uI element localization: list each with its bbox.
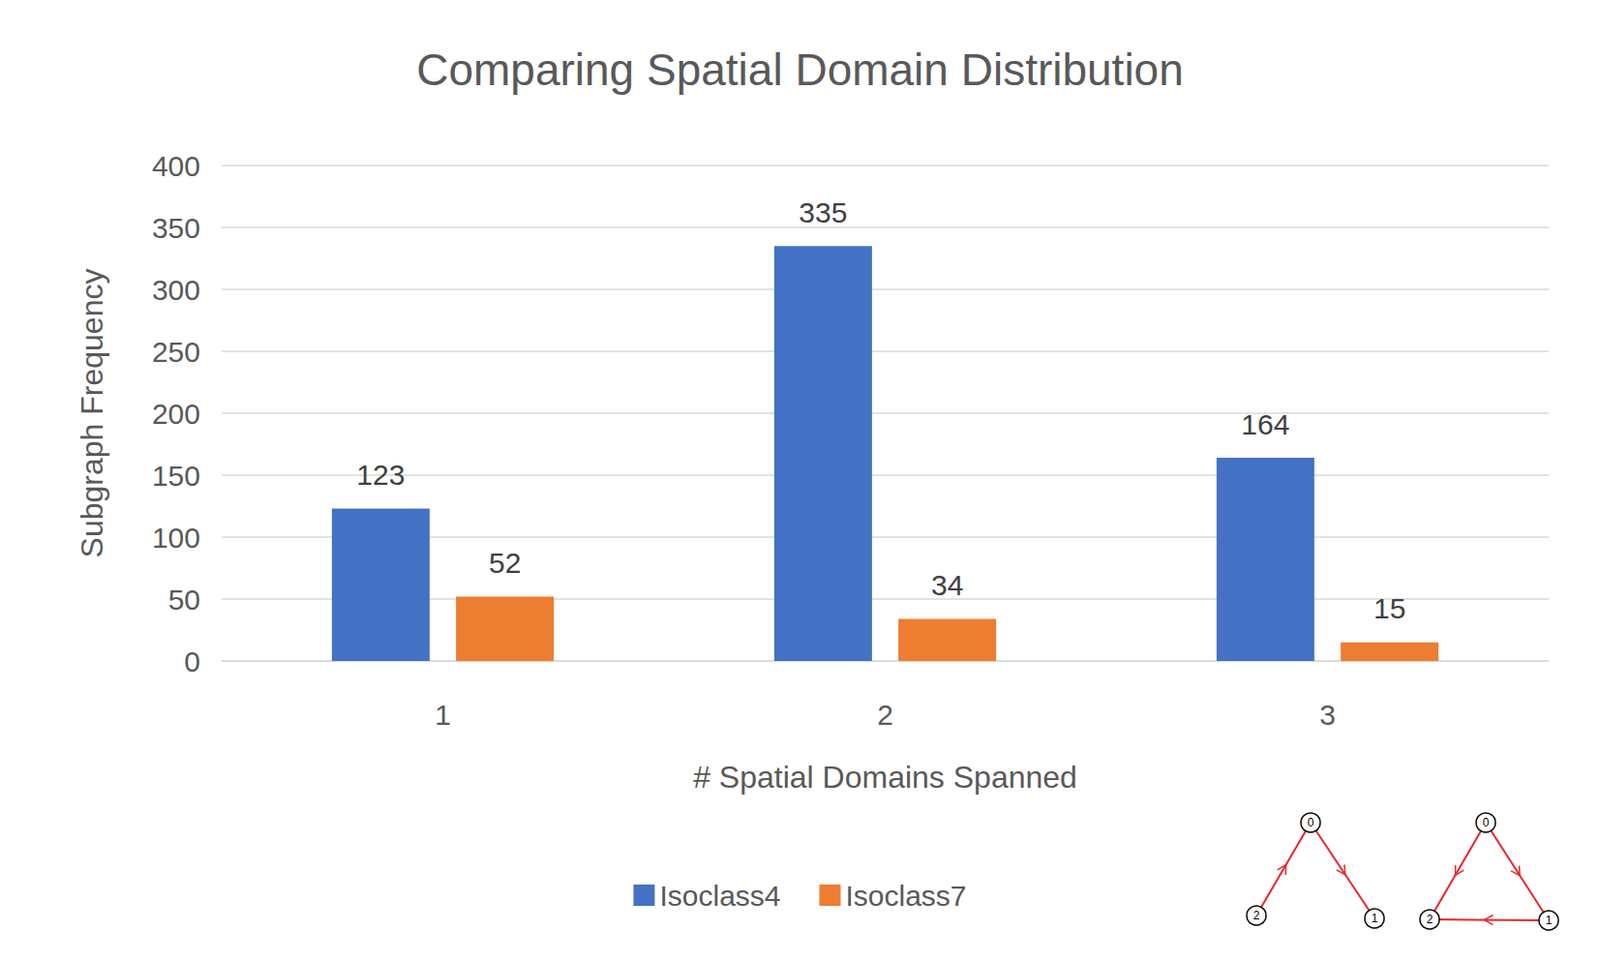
- svg-text:2: 2: [1253, 908, 1261, 923]
- svg-text:250: 250: [151, 335, 201, 368]
- svg-text:1: 1: [1545, 913, 1553, 928]
- svg-text:Isoclass4: Isoclass4: [659, 879, 781, 912]
- svg-text:2: 2: [1426, 912, 1434, 927]
- svg-text:100: 100: [151, 521, 201, 554]
- svg-text:0: 0: [183, 645, 201, 678]
- svg-text:300: 300: [151, 273, 201, 306]
- svg-text:34: 34: [931, 569, 964, 602]
- svg-text:123: 123: [356, 458, 405, 491]
- svg-text:Subgraph Frequency: Subgraph Frequency: [74, 269, 110, 559]
- svg-text:0: 0: [1307, 815, 1315, 830]
- svg-text:200: 200: [151, 397, 201, 430]
- svg-text:50: 50: [168, 583, 201, 616]
- svg-text:# Spatial Domains Spanned: # Spatial Domains Spanned: [693, 759, 1078, 795]
- svg-text:1: 1: [1371, 911, 1379, 926]
- svg-text:2: 2: [876, 698, 894, 731]
- svg-text:15: 15: [1373, 592, 1406, 625]
- svg-text:400: 400: [151, 150, 201, 182]
- svg-text:1: 1: [434, 698, 452, 731]
- svg-text:150: 150: [151, 459, 201, 492]
- svg-text:3: 3: [1319, 698, 1336, 731]
- svg-text:Comparing Spatial Domain Distr: Comparing Spatial Domain Distribution: [416, 44, 1184, 95]
- svg-text:0: 0: [1482, 815, 1490, 830]
- svg-text:Isoclass7: Isoclass7: [845, 879, 967, 912]
- svg-text:164: 164: [1240, 408, 1290, 441]
- svg-text:52: 52: [488, 546, 521, 579]
- svg-text:335: 335: [798, 196, 847, 229]
- svg-text:350: 350: [151, 211, 201, 244]
